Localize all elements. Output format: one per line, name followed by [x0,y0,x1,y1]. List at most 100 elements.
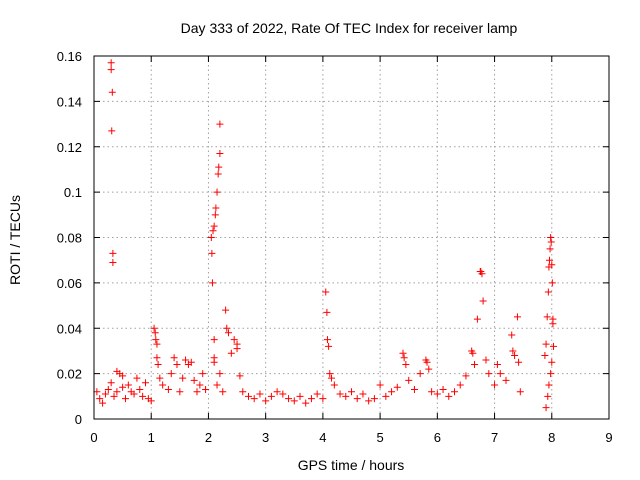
data-point [428,388,436,396]
data-point [365,397,373,405]
y-tick-label: 0 [75,412,82,427]
data-point [402,361,410,369]
data-point [502,376,510,384]
data-point [516,388,524,396]
data-point [190,376,198,384]
data-point [239,388,247,396]
data-point [542,404,550,412]
data-point [348,388,355,396]
data-point [549,342,557,350]
data-point [199,370,207,378]
data-point [545,381,553,389]
data-point [456,381,464,389]
data-point [496,370,504,378]
data-point [544,288,552,296]
data-point [359,390,367,398]
data-point [193,388,201,396]
data-point [471,361,479,369]
data-point [322,288,330,296]
data-point [153,340,161,348]
data-point [213,188,221,196]
data-point [236,372,244,380]
data-point [202,386,210,394]
data-point [547,238,555,246]
data-point [113,367,121,375]
data-point [388,388,396,396]
data-point [327,374,335,382]
data-point [410,386,418,394]
data-point [485,370,493,378]
chart-title: Day 333 of 2022, Rate Of TEC Index for r… [181,20,518,36]
data-point [548,358,556,366]
data-point [213,381,221,389]
data-point [416,370,424,378]
y-tick-label: 0.1 [64,185,82,200]
data-point [545,256,553,264]
data-point [113,388,121,396]
data-point [469,349,477,357]
data-point [223,324,231,332]
data-point [353,395,361,403]
data-point [400,354,408,362]
data-point [196,381,204,389]
data-point [107,66,115,74]
data-point [107,379,115,387]
data-point [187,358,195,366]
data-point [439,386,447,394]
data-point [256,390,264,398]
data-point [508,331,516,339]
data-point [547,370,555,378]
data-point [445,392,453,400]
x-tick-label: 3 [262,430,269,445]
data-point [473,315,481,323]
data-point [330,381,338,389]
data-point [227,349,235,357]
data-point [549,320,557,328]
data-point [214,170,222,178]
y-tick-label: 0.02 [57,367,82,382]
data-point [179,374,187,382]
data-point [230,336,238,344]
data-point [405,376,413,384]
data-point [302,399,310,407]
data-point [479,297,487,305]
data-point [215,163,223,171]
data-point [216,150,224,158]
data-point [93,388,101,396]
data-point [109,249,117,257]
data-point [139,392,147,400]
data-point [151,329,159,337]
x-axis-label: GPS time / hours [298,457,405,473]
data-point [109,258,117,266]
data-point [325,342,333,350]
ticks-layer: 0 1 2 3 4 5 6 7 8 9 0 0.02 0.04 0.06 0.08 0.1 0.12 0.14 0.… [57,49,613,445]
y-tick-label: 0.06 [57,276,82,291]
data-point [326,370,334,378]
data-point [212,204,220,212]
grid-layer [94,56,609,419]
data-point [423,358,431,366]
x-tick-label: 7 [491,430,498,445]
data-point [176,388,184,396]
data-point [511,351,519,359]
data-point [313,390,321,398]
data-point [542,340,550,348]
data-point [491,381,499,389]
x-tick-label: 5 [376,430,383,445]
data-point [393,383,401,391]
data-point [245,392,252,400]
data-point [208,279,216,287]
data-point [147,397,155,405]
data-point [153,354,161,362]
data-point [543,313,551,321]
data-point [323,336,331,344]
data-point [544,392,552,400]
data-point [170,354,178,362]
data-point [119,383,127,391]
data-point [382,392,390,400]
y-tick-label: 0.04 [57,321,82,336]
data-point [548,261,556,269]
x-tick-label: 9 [605,430,612,445]
